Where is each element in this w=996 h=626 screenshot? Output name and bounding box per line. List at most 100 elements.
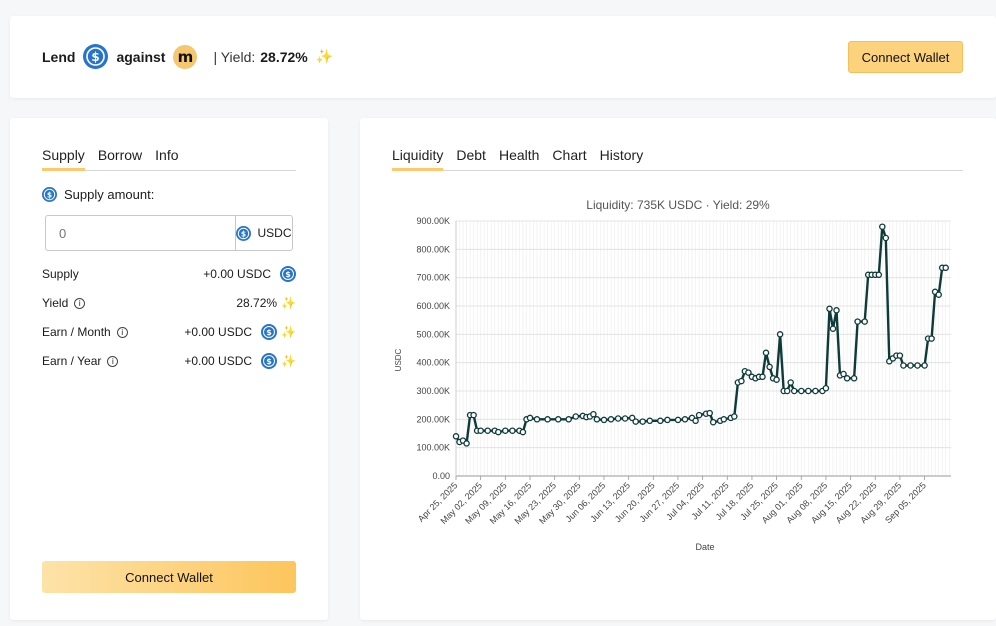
y-axis-label: USDC [394,348,403,371]
data-point[interactable] [519,428,527,436]
tab-history[interactable]: History [599,147,644,163]
tab-supply[interactable]: Supply [42,146,85,171]
data-point[interactable] [935,291,942,298]
info-icon[interactable]: i [107,355,119,367]
usdc-icon: $ [280,266,296,282]
data-point[interactable] [495,428,502,436]
data-point[interactable] [692,417,699,425]
data-point[interactable] [709,418,717,426]
data-point[interactable] [783,387,791,395]
data-point[interactable] [738,377,745,385]
data-point[interactable] [706,409,713,417]
sparkle-icon: ✨ [315,48,334,64]
data-point[interactable] [607,416,615,423]
usdc-icon: $ [83,44,109,69]
y-axis: 0.00 100.00K 200.00K 300.00K 400.00K 500.00K 6… [416,216,450,481]
data-point[interactable] [854,318,861,325]
tab-debt[interactable]: Debt [456,147,486,163]
data-point[interactable] [681,416,689,423]
y-tick-label: 0.00 [432,471,450,481]
connect-wallet-button-header[interactable]: Connect Wallet [848,41,963,73]
tab-borrow[interactable]: Borrow [97,147,143,163]
supply-tabs: Supply Borrow Info [42,146,296,171]
data-point[interactable] [639,418,646,425]
data-point[interactable] [731,413,738,420]
usdc-icon: $ [261,324,278,340]
data-point[interactable] [477,427,484,434]
data-point[interactable] [695,411,703,419]
tab-liquidity[interactable]: Liquidity [392,146,444,171]
data-point[interactable] [829,325,837,332]
data-point[interactable] [822,384,830,392]
data-point[interactable] [664,416,671,424]
data-point[interactable] [896,352,904,359]
earn-month-value: +0.00 USDC [184,325,253,339]
yield-value: 28.72% [260,48,308,65]
data-point[interactable] [554,416,562,423]
data-point[interactable] [790,387,798,395]
data-point[interactable] [484,427,491,434]
data-point[interactable] [745,369,752,376]
data-point[interactable] [776,331,784,338]
market-tabs: Liquidity Debt Health Chart History [392,146,963,171]
input-unit: $ USDC [235,216,292,250]
data-point[interactable] [805,387,812,395]
info-icon[interactable]: i [74,297,86,309]
tab-info[interactable]: Info [155,147,179,163]
data-point[interactable] [509,427,516,434]
data-point[interactable] [646,417,654,425]
data-point[interactable] [628,414,636,422]
liquidity-series-line [454,225,946,445]
data-point[interactable] [861,318,868,325]
data-point[interactable] [621,415,629,422]
data-point[interactable] [600,416,608,424]
data-point[interactable] [526,414,534,422]
data-point[interactable] [572,413,580,420]
data-point[interactable] [843,375,851,382]
data-point[interactable] [544,416,551,423]
data-point[interactable] [942,264,949,272]
data-point[interactable] [463,440,470,447]
data-point[interactable] [882,234,890,242]
data-point[interactable] [593,416,601,423]
data-point[interactable] [840,370,847,378]
tab-health[interactable]: Health [498,147,540,163]
data-point[interactable] [875,271,883,279]
connect-wallet-button[interactable]: Connect Wallet [42,561,296,593]
data-point[interactable] [533,416,541,423]
supply-row-value: +0.00 USDC [203,267,271,281]
data-point[interactable] [759,373,766,381]
input-unit-label: USDC [257,226,292,240]
tab-chart[interactable]: Chart [552,147,587,163]
data-point[interactable] [657,417,664,425]
data-point[interactable] [632,418,639,425]
data-point[interactable] [565,416,572,423]
svg-text:$: $ [266,328,272,337]
data-point[interactable] [674,416,682,424]
data-point[interactable] [826,305,833,313]
data-point[interactable] [798,387,805,395]
data-point[interactable] [762,349,770,357]
info-icon[interactable]: i [116,326,128,338]
data-point[interactable] [614,415,622,422]
data-point[interactable] [812,387,819,395]
data-point[interactable] [766,363,773,371]
top-bar: Lend $ against m | Yield: 28.72% ✨ Conne… [10,16,996,98]
data-point[interactable] [907,362,914,369]
data-point[interactable] [773,376,780,383]
data-point[interactable] [928,335,935,342]
data-point[interactable] [590,410,597,418]
earn-year-value-wrap: +0.00 USDC $ ✨ [184,353,296,369]
data-point[interactable] [470,411,477,419]
data-point[interactable] [452,433,460,440]
supply-amount-input[interactable] [46,216,235,250]
data-point[interactable] [914,362,921,369]
data-point[interactable] [879,223,886,230]
data-point[interactable] [850,375,858,382]
data-point[interactable] [833,307,840,314]
data-point[interactable] [502,427,509,434]
data-point[interactable] [787,379,794,386]
data-point[interactable] [720,416,728,423]
data-point[interactable] [921,362,928,369]
data-point[interactable] [900,362,907,369]
